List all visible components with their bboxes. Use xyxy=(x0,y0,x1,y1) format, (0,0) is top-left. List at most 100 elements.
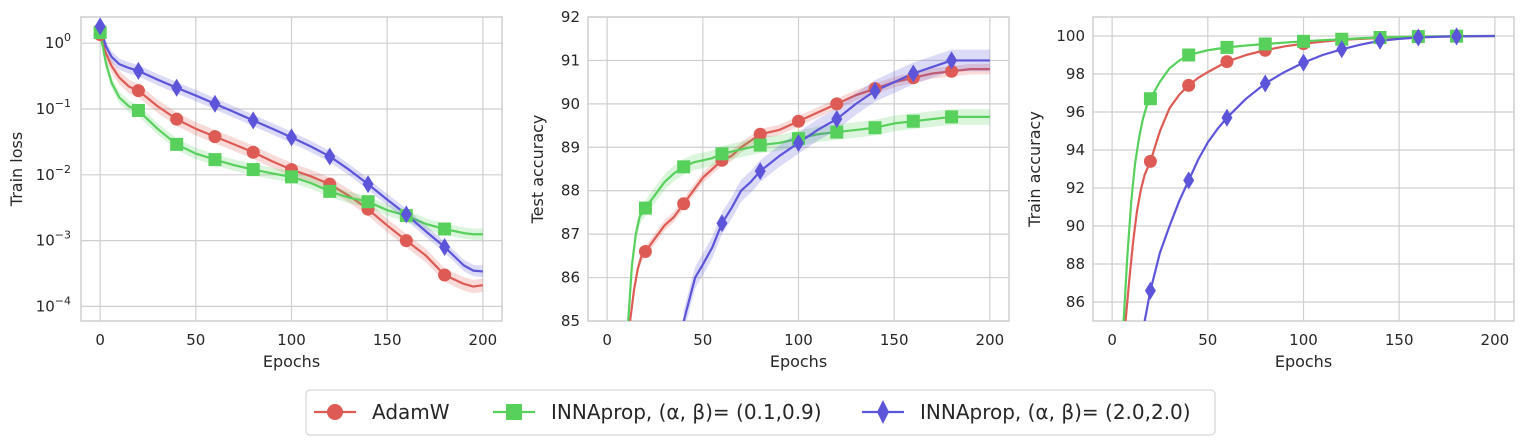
marker-inna01 xyxy=(361,195,375,209)
x-tick-label: 100 xyxy=(277,331,306,349)
marker-inna01 xyxy=(246,163,260,177)
x-tick-label: 0 xyxy=(602,331,612,349)
series-layer xyxy=(627,49,990,321)
line-inna20 xyxy=(99,26,483,273)
marker-adamw xyxy=(208,130,222,144)
y-tick-label: 90 xyxy=(561,95,580,113)
marker-inna01 xyxy=(131,103,145,117)
marker-adamw xyxy=(638,245,652,259)
line-inna20 xyxy=(682,59,990,321)
line-inna01 xyxy=(1122,34,1495,321)
marker-inna20 xyxy=(132,61,144,80)
marker-inna20 xyxy=(171,78,183,97)
legend-marker-inna01 xyxy=(506,404,522,420)
marker-inna20 xyxy=(362,175,374,194)
marker-inna20 xyxy=(1374,31,1386,50)
marker-inna01 xyxy=(906,114,920,128)
plot-frame xyxy=(1092,16,1515,322)
legend-marker-inna20 xyxy=(877,400,889,424)
marker-inna20 xyxy=(793,133,804,152)
marker-inna01 xyxy=(208,153,222,167)
x-tick-label: 50 xyxy=(693,331,712,349)
legend-label-adamw: AdamW xyxy=(372,400,450,424)
marker-inna20 xyxy=(831,110,843,129)
marker-inna01 xyxy=(1258,37,1272,51)
legend-frame xyxy=(305,389,1216,436)
y-tick-label: 89 xyxy=(561,138,580,156)
x-tick-label: 200 xyxy=(469,331,498,349)
marker-adamw xyxy=(830,97,844,111)
marker-inna20 xyxy=(400,205,412,224)
marker-inna20 xyxy=(946,51,958,70)
marker-inna20 xyxy=(1259,74,1271,93)
legend-entry-inna20: INNAprop, (α, β)= (2.0,2.0) xyxy=(862,400,1191,424)
x-tick-label: 150 xyxy=(880,331,909,349)
x-tick-label: 0 xyxy=(1107,331,1117,349)
marker-inna01 xyxy=(1297,34,1310,48)
legend: AdamW INNAprop, (α, β)= (0.1,0.9) INNApr… xyxy=(305,389,1216,436)
marker-inna20 xyxy=(209,94,221,113)
plot-frame xyxy=(587,16,1010,322)
y-tick-label: 10−1 xyxy=(36,97,71,118)
band-adamw xyxy=(100,27,483,294)
marker-inna20 xyxy=(286,128,297,147)
panel-train-accuracy: 0 50 100 150 200 86 88 90 92 94 96 98 100 Epochs Train… xyxy=(1025,16,1515,371)
x-tick-label: 100 xyxy=(1289,331,1318,349)
marker-adamw xyxy=(1220,55,1234,69)
marker-inna01 xyxy=(1335,32,1349,46)
panel-train-loss: 0 50 100 150 200 100 10−1 10−2 10−3 10−4 Epochs Tra… xyxy=(7,16,503,371)
y-axis-label: Train accuracy xyxy=(1025,111,1044,228)
y-tick-label: 100 xyxy=(1056,27,1085,45)
series-layer xyxy=(1122,27,1495,321)
line-adamw xyxy=(99,34,484,288)
y-axis-label: Train loss xyxy=(7,132,26,207)
marker-inna01 xyxy=(677,160,691,174)
y-tick-label: 85 xyxy=(561,312,580,330)
marker-inna20 xyxy=(754,162,766,181)
marker-inna20 xyxy=(1144,281,1156,300)
marker-inna20 xyxy=(907,64,919,83)
y-tick-label: 86 xyxy=(561,269,580,287)
y-tick-label: 98 xyxy=(1066,65,1085,83)
marker-inna20 xyxy=(716,214,728,233)
marker-inna01 xyxy=(868,121,882,135)
marker-inna20 xyxy=(324,147,336,166)
marker-inna20 xyxy=(247,111,259,130)
legend-entry-inna01: INNAprop, (α, β)= (0.1,0.9) xyxy=(493,400,822,424)
band-adamw xyxy=(630,63,990,321)
marker-inna01 xyxy=(830,125,844,139)
marker-adamw xyxy=(792,114,805,128)
marker-inna20 xyxy=(1451,27,1463,46)
x-axis-label: Epochs xyxy=(770,352,827,371)
marker-inna01 xyxy=(753,138,767,152)
band-inna20 xyxy=(683,49,990,321)
marker-inna01 xyxy=(945,110,959,124)
marker-inna01 xyxy=(170,137,184,151)
marker-inna01 xyxy=(285,170,298,184)
marker-inna20 xyxy=(1221,108,1233,127)
marker-inna20 xyxy=(1298,53,1309,72)
legend-marker-adamw xyxy=(327,404,343,420)
y-tick-label: 92 xyxy=(561,8,580,26)
marker-inna01 xyxy=(438,222,452,236)
y-tick-label: 88 xyxy=(561,182,580,200)
x-axis-label: Epochs xyxy=(263,352,320,371)
x-tick-label: 100 xyxy=(784,331,813,349)
marker-inna01 xyxy=(638,201,652,215)
y-axis-label: Test accuracy xyxy=(528,115,547,225)
y-tick-label: 10−2 xyxy=(36,163,71,184)
marker-inna01 xyxy=(1182,48,1196,62)
y-tick-label: 10−3 xyxy=(36,229,71,250)
marker-adamw xyxy=(246,145,260,159)
x-tick-label: 200 xyxy=(1481,331,1510,349)
marker-adamw xyxy=(438,268,452,282)
marker-inna20 xyxy=(94,17,106,36)
y-tick-label: 87 xyxy=(561,225,580,243)
marker-adamw xyxy=(170,112,184,126)
marker-inna20 xyxy=(439,237,451,256)
marker-inna01 xyxy=(715,147,729,161)
marker-inna20 xyxy=(1183,171,1195,190)
marker-adamw xyxy=(399,234,413,248)
x-tick-label: 50 xyxy=(186,331,205,349)
